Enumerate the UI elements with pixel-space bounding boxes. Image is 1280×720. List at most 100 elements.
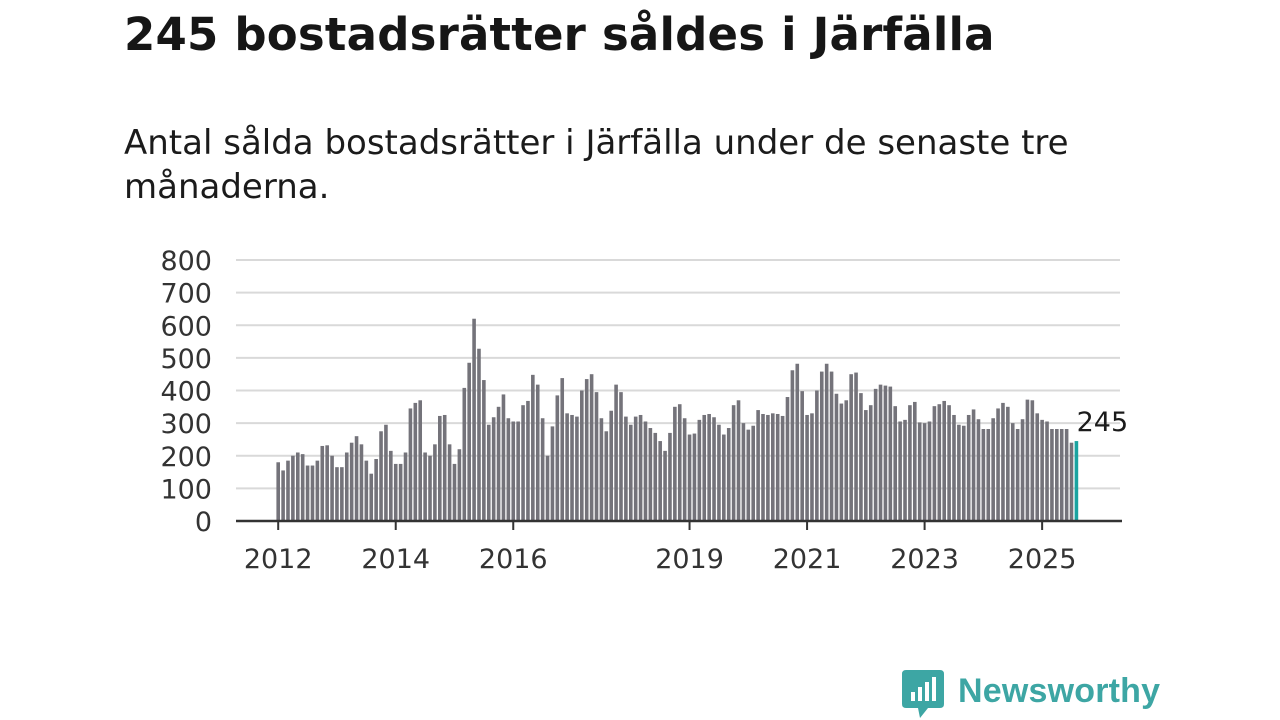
bar (393, 463, 398, 521)
bar (389, 450, 393, 521)
bar (628, 424, 633, 521)
bar (535, 384, 540, 521)
bar (633, 416, 638, 521)
bar (653, 432, 658, 521)
bar (491, 417, 496, 521)
bar (565, 413, 569, 521)
brand-logo[interactable]: Newsworthy (902, 670, 1160, 720)
bar (775, 413, 780, 521)
bar (1006, 406, 1010, 521)
bar (736, 400, 741, 521)
bar (898, 421, 902, 521)
y-tick-label: 100 (160, 474, 212, 505)
bar (947, 405, 951, 521)
bar (815, 390, 819, 521)
bar (428, 455, 432, 521)
x-tick-label: 2023 (890, 544, 959, 575)
bar (844, 400, 849, 521)
bar (961, 425, 966, 521)
bar (991, 418, 995, 521)
y-tick-label: 700 (160, 279, 212, 310)
bar (761, 413, 765, 521)
y-tick-label: 600 (160, 311, 212, 342)
bar (369, 473, 374, 521)
bar (482, 380, 486, 521)
bar (1001, 402, 1005, 521)
bar (1025, 399, 1030, 521)
bar (619, 392, 623, 521)
bar (854, 372, 858, 521)
x-tick-label: 2014 (361, 544, 430, 575)
x-tick-label: 2012 (244, 544, 313, 575)
bar (408, 408, 413, 521)
bar (883, 385, 888, 521)
x-tick-label: 2019 (655, 544, 724, 575)
bar (624, 416, 628, 521)
highlight-value-label: 245 (1077, 407, 1129, 438)
bar (805, 414, 809, 521)
bar (717, 424, 721, 521)
bar (486, 424, 491, 521)
bar (506, 418, 511, 521)
bar (305, 465, 310, 521)
bar (780, 415, 785, 521)
bar (354, 436, 359, 521)
bar (295, 452, 300, 521)
bar (702, 414, 707, 521)
bar (800, 391, 804, 521)
bar (413, 402, 418, 521)
bar (668, 432, 672, 521)
bar (335, 467, 339, 521)
y-tick-label: 800 (160, 246, 212, 277)
bar (521, 405, 525, 521)
bar (722, 434, 726, 521)
bar (281, 470, 285, 521)
bar (589, 374, 594, 521)
bar (560, 378, 565, 521)
bar (903, 419, 907, 521)
chart-title: 245 bostadsrätter såldes i Järfälla (124, 8, 995, 61)
bar (286, 460, 290, 521)
bar (682, 418, 687, 521)
bar (1064, 429, 1069, 521)
bar (545, 455, 550, 521)
bar (878, 384, 883, 521)
x-tick-label: 2021 (773, 544, 842, 575)
bar (952, 414, 956, 521)
bar (1045, 421, 1049, 521)
bar (496, 406, 501, 521)
bar (648, 428, 653, 521)
bar (349, 442, 354, 521)
bar (868, 405, 873, 521)
bar (472, 318, 476, 521)
bar (746, 429, 751, 521)
bar (864, 410, 868, 521)
bar (942, 400, 946, 521)
bar (908, 405, 912, 521)
bar (1069, 442, 1074, 521)
bar (795, 363, 800, 521)
bar (1059, 429, 1064, 521)
bar (771, 413, 775, 521)
bar (442, 414, 447, 521)
bar (379, 431, 383, 521)
bar (966, 414, 971, 521)
bar (540, 418, 545, 521)
bar (824, 363, 829, 521)
bar (957, 424, 961, 521)
bar (677, 404, 682, 521)
y-tick-label: 200 (160, 442, 212, 473)
bar (893, 406, 898, 521)
bar (315, 460, 320, 521)
bar (888, 386, 893, 521)
bar (1055, 429, 1059, 521)
bar (741, 423, 746, 522)
bar (398, 463, 403, 521)
bar (687, 434, 692, 521)
bar (932, 406, 937, 521)
bar (423, 452, 427, 521)
bar (1040, 419, 1044, 521)
bar (340, 467, 344, 521)
bar (452, 463, 457, 521)
